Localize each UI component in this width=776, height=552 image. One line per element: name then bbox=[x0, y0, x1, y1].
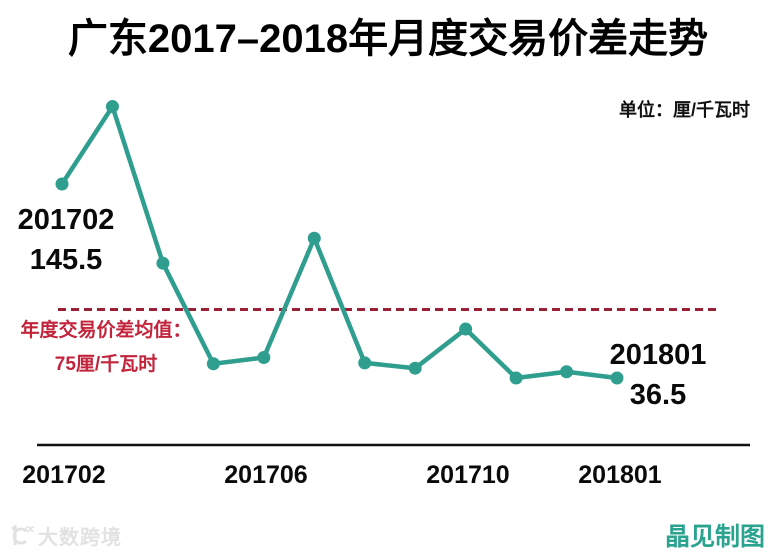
end-point-annotation: 201801 36.5 bbox=[596, 335, 720, 415]
end-value-label: 36.5 bbox=[629, 379, 687, 411]
x-axis-label-201801: 201801 bbox=[578, 461, 662, 489]
mean-line-annotation: 年度交易价差均值： 75厘/千瓦时 bbox=[15, 314, 197, 382]
data-point-201709 bbox=[408, 361, 422, 375]
data-point-201710 bbox=[459, 322, 473, 336]
data-point-201708 bbox=[358, 356, 372, 370]
start-point-annotation: 201702 145.5 bbox=[5, 200, 127, 280]
x-axis-label-201702: 201702 bbox=[22, 461, 106, 489]
price-diff-line bbox=[59, 104, 620, 381]
unit-label: 单位：厘/千瓦时 bbox=[618, 100, 750, 120]
data-point-201702 bbox=[55, 177, 69, 191]
chart-title: 广东2017–2018年月度交易价差走势 bbox=[67, 17, 709, 61]
data-point-201706 bbox=[257, 351, 271, 365]
data-point-201711 bbox=[509, 371, 523, 385]
data-point-201704 bbox=[156, 256, 170, 270]
end-month-label: 201801 bbox=[609, 339, 707, 371]
data-point-201801 bbox=[610, 371, 624, 385]
credit-label: 晶见制图 bbox=[664, 523, 765, 551]
mean-annotation-line2: 75厘/千瓦时 bbox=[54, 354, 158, 375]
watermark: 大数跨境 bbox=[8, 521, 122, 550]
x-axis-label-201710: 201710 bbox=[426, 461, 510, 489]
start-value-label: 145.5 bbox=[29, 244, 103, 276]
data-point-201703 bbox=[105, 100, 119, 114]
data-point-201707 bbox=[307, 231, 321, 245]
data-point-201712 bbox=[560, 365, 574, 379]
start-month-label: 201702 bbox=[17, 204, 115, 236]
x-axis-label-201706: 201706 bbox=[224, 461, 308, 489]
mean-annotation-line1: 年度交易价差均值： bbox=[20, 320, 192, 341]
watermark-logo-icon bbox=[8, 523, 36, 547]
data-point-201705 bbox=[206, 357, 220, 371]
watermark-text: 大数跨境 bbox=[38, 527, 122, 549]
